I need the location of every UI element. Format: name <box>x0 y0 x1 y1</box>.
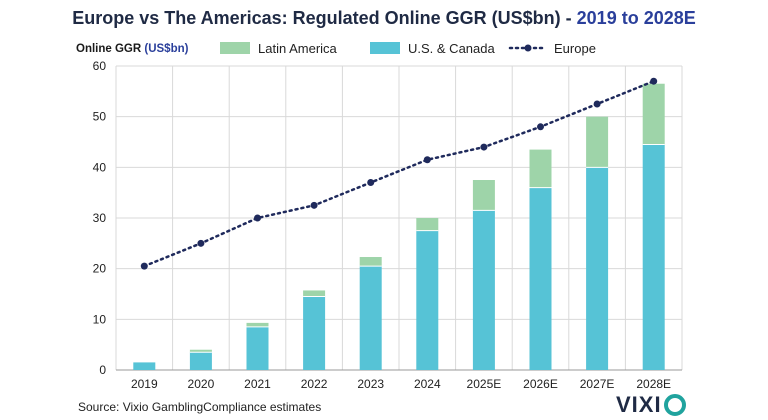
y-axis-label: Online GGR (US$bn) <box>76 43 189 55</box>
bar-us-canada <box>246 326 269 370</box>
legend-label-latin-america: Latin America <box>258 41 338 56</box>
chart-title: Europe vs The Americas: Regulated Online… <box>0 8 768 29</box>
x-tick-label: 2021 <box>244 377 271 391</box>
bar-us-canada <box>133 362 156 370</box>
logo-text: VIXI <box>616 392 662 417</box>
x-tick-label: 2024 <box>414 377 441 391</box>
chart-title-highlight: 2019 to 2028E <box>576 8 696 28</box>
bar-latin-america <box>642 83 665 145</box>
point-europe <box>197 239 205 247</box>
vixio-logo: VIXI <box>616 392 686 418</box>
point-europe <box>140 262 148 270</box>
point-europe <box>537 123 544 131</box>
bar-us-canada <box>359 266 382 370</box>
point-europe <box>310 201 318 209</box>
point-europe <box>254 214 261 222</box>
legend-swatch-us-canada <box>370 42 400 54</box>
point-europe <box>480 143 488 151</box>
bar-us-canada <box>642 144 665 370</box>
bar-us-canada <box>529 187 552 370</box>
x-tick-label: 2025E <box>467 377 502 391</box>
logo-o-icon <box>663 394 686 416</box>
x-tick-label: 2022 <box>301 377 328 391</box>
bar-us-canada <box>189 352 212 370</box>
point-europe <box>367 179 375 187</box>
point-europe <box>593 100 601 108</box>
x-tick-label: 2019 <box>131 377 158 391</box>
x-tick-label: 2027E <box>580 377 615 391</box>
point-europe <box>423 156 431 164</box>
bar-us-canada <box>586 167 609 370</box>
x-tick-label: 2028E <box>636 377 671 391</box>
bar-latin-america <box>529 149 552 188</box>
y-tick-label: 30 <box>93 211 107 225</box>
bar-latin-america <box>586 116 609 168</box>
y-tick-label: 60 <box>93 59 107 73</box>
y-tick-label: 0 <box>99 363 106 377</box>
y-tick-label: 50 <box>93 110 107 124</box>
bar-latin-america <box>472 180 495 211</box>
source-note: Source: Vixio GamblingCompliance estimat… <box>78 400 322 414</box>
line-europe <box>143 79 655 268</box>
point-europe <box>650 77 658 85</box>
chart: 0 10 20 30 40 50 60 2019 2020 2021 2022 2023 2024 202… <box>76 41 683 391</box>
chart-title-main: Europe vs The Americas: Regulated Online… <box>72 8 577 28</box>
bar-us-canada <box>472 210 495 370</box>
y-tick-label: 10 <box>93 312 107 326</box>
legend-swatch-latin-america <box>220 42 250 54</box>
bar-latin-america <box>303 290 326 297</box>
x-tick-label: 2020 <box>188 377 215 391</box>
y-axis-label-unit: (US$bn) <box>144 43 188 55</box>
x-tick-label: 2026E <box>523 377 558 391</box>
y-tick-label: 20 <box>93 262 107 276</box>
bar-us-canada <box>303 296 326 370</box>
bar-latin-america <box>359 257 382 267</box>
y-axis-label-main: Online GGR <box>76 43 144 55</box>
y-tick-label: 40 <box>93 160 107 174</box>
x-tick-label: 2023 <box>357 377 384 391</box>
bar-latin-america <box>416 218 439 231</box>
legend-marker-europe <box>524 44 532 52</box>
legend-label-us-canada: U.S. & Canada <box>408 41 495 56</box>
bar-us-canada <box>416 230 439 370</box>
legend-label-europe: Europe <box>554 41 596 56</box>
bar-latin-america <box>246 322 269 327</box>
bar-latin-america <box>189 349 212 353</box>
